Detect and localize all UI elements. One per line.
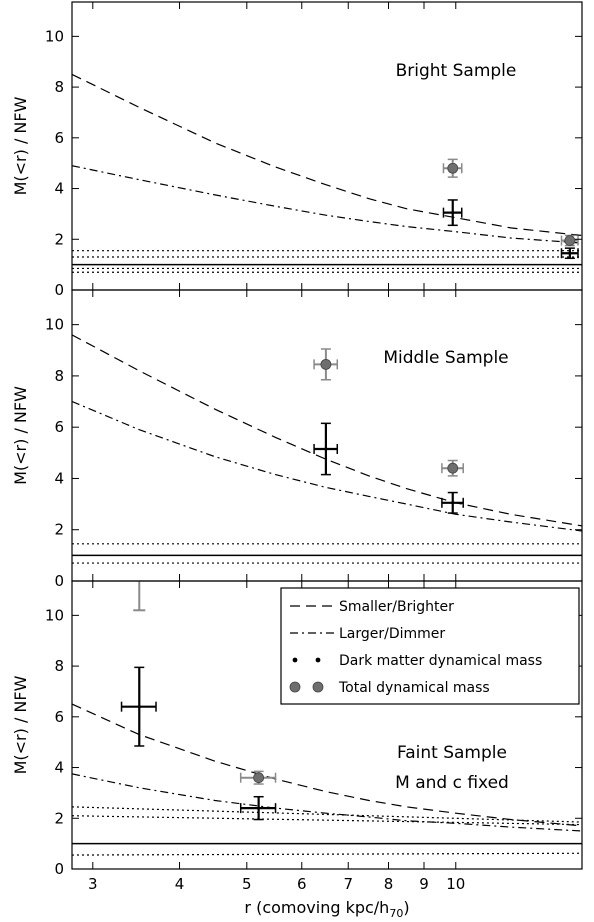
plot-area-faint [72,581,582,856]
legend-marker [289,681,301,693]
y-tick-label: 8 [54,657,64,675]
panel-middle: 0 2 4 6 8 10 M(<r) / NFW Middle Sample [11,289,583,590]
legend-marker [315,657,321,663]
legend-label: Total dynamical mass [338,680,490,696]
legend-marker [312,681,324,693]
legend-entry: Larger/Dimmer [290,626,445,642]
panel-title: Faint Sample [397,743,507,763]
y-tick-label: 2 [54,521,64,539]
y-tick-label: 6 [54,418,64,436]
reference-line-dotted [72,815,582,826]
y-tick-label: 8 [54,367,64,385]
y-axis-label: M(<r) / NFW [11,386,30,485]
y-tick-label: 10 [45,606,64,624]
curve-smaller-brighter [72,73,582,237]
legend-box [280,587,580,705]
legend: Smaller/Brighter Larger/Dimmer Dark matter… [280,587,580,705]
panel-frame-middle [71,289,583,582]
total-mass-point [313,348,339,381]
dark-matter-point [239,795,277,821]
panel-bright: 0 2 4 6 8 10 M(<r) / NFW Bright Sample [11,1,583,299]
y-tick-label: 6 [54,129,64,147]
reference-line-dotted [72,852,582,856]
panels: 0 2 4 6 8 10 M(<r) / NFW Bright Sample 0 2 4 6 8 10 M(… [11,1,583,878]
dark-matter-point [441,491,464,514]
panel-title: Middle Sample [383,348,508,368]
legend-entry: Dark matter dynamical mass [292,653,542,669]
dark-matter-point [120,666,157,747]
curve-smaller-brighter [72,334,582,527]
x-tick-label: 8 [384,875,394,893]
legend-entry: Smaller/Brighter [290,599,454,615]
panel-faint: 0 2 4 6 8 10 M(<r) / NFW Faint Sample M and c fi… [11,580,583,878]
y-tick-label: 10 [45,316,64,334]
legend-label: Smaller/Brighter [339,599,454,615]
x-tick-label: 10 [446,875,465,893]
x-tick-label: 9 [419,875,429,893]
reference-line-dotted [72,806,582,823]
y-tick-label: 4 [54,759,64,777]
x-tick-label: 3 [88,875,98,893]
x-tick-label: 4 [175,875,185,893]
panel-title: Bright Sample [396,61,517,81]
plot-area-bright [72,73,582,273]
y-tick-label: 2 [54,809,64,827]
legend-entry: Total dynamical mass [289,680,490,696]
dark-matter-point [313,422,339,476]
x-tick-label: 7 [343,875,353,893]
x-axis: 3 4 5 6 7 8 9 10 [88,875,465,893]
y-axis-label: M(<r) / NFW [11,96,30,195]
legend-label: Dark matter dynamical mass [339,653,542,669]
total-mass-point [560,234,579,247]
x-axis-label: r (comoving kpc/h70) [244,898,409,920]
x-tick-label: 5 [242,875,252,893]
panel-subtitle: M and c fixed [395,773,509,793]
x-tick-label: 6 [297,875,307,893]
y-tick-label: 4 [54,180,64,198]
plot-area-middle [72,334,582,564]
curve-larger-dimmer [72,773,582,832]
curve-smaller-brighter [72,703,582,827]
y-tick-label: 0 [54,281,64,299]
panel-frame-bright [71,1,583,291]
y-tick-label: 6 [54,708,64,726]
legend-label: Larger/Dimmer [339,626,445,642]
dark-matter-point [560,247,579,260]
dark-matter-point [442,199,463,227]
panel-frame-faint [71,580,583,870]
y-tick-label: 0 [54,572,64,590]
total-mass-point [442,158,463,178]
y-tick-label: 2 [54,230,64,248]
y-tick-label: 4 [54,469,64,487]
y-tick-label: 10 [45,27,64,45]
total-mass-point [441,459,464,477]
y-axis-label: M(<r) / NFW [11,675,30,774]
y-tick-label: 0 [54,860,64,878]
curve-larger-dimmer [72,400,582,532]
y-tick-label: 8 [54,78,64,96]
curve-larger-dimmer [72,165,582,244]
total-mass-point [239,770,277,785]
legend-marker [292,657,298,663]
